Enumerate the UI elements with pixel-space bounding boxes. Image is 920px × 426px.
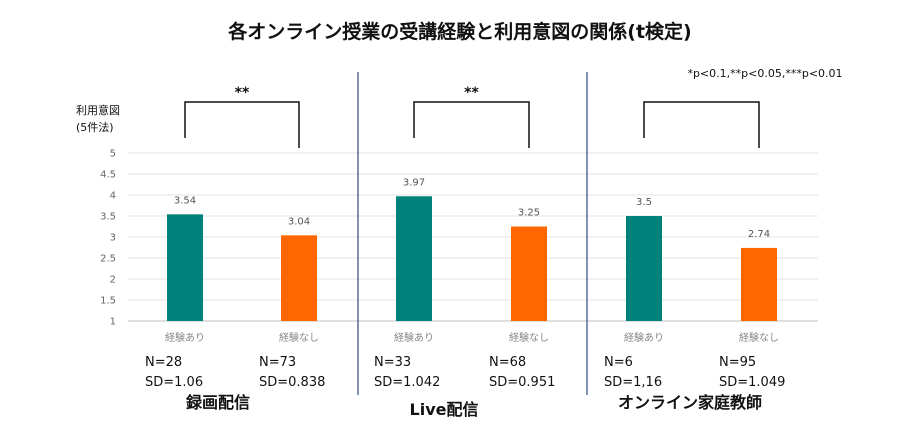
significance-marker: ** <box>464 85 479 101</box>
y-tick-label: 3 <box>110 233 116 244</box>
y-tick-label: 4.5 <box>100 170 116 181</box>
standard-deviation: SD=1.06 <box>145 375 203 390</box>
chart-title: 各オンライン授業の受講経験と利用意図の関係(t検定) <box>227 20 691 43</box>
category-label: 経験なし <box>509 331 549 344</box>
group-dividers <box>357 72 588 395</box>
significance-bracket <box>643 101 760 148</box>
group-label: オンライン家庭教師 <box>618 393 762 412</box>
data-label: 3.25 <box>518 208 540 219</box>
bar <box>626 216 662 321</box>
bar <box>741 247 777 321</box>
standard-deviation: SD=1.042 <box>374 375 440 390</box>
standard-deviation: SD=1,16 <box>604 375 662 390</box>
y-tick-label: 2.5 <box>100 254 116 265</box>
standard-deviation: SD=0.951 <box>489 375 555 390</box>
group-label: 録画配信 <box>186 393 250 412</box>
data-label: 3.97 <box>403 177 425 188</box>
significance-note: *p<0.1,**p<0.05,***p<0.01 <box>687 67 842 80</box>
bar <box>511 226 547 321</box>
y-tick-label: 3.5 <box>100 212 116 223</box>
group-label: Live配信 <box>410 400 479 419</box>
bar <box>167 214 203 321</box>
category-label: 経験あり <box>165 331 205 344</box>
category-label: 経験なし <box>279 331 319 344</box>
y-tick-label: 5 <box>110 149 116 160</box>
data-label: 2.74 <box>748 229 770 240</box>
y-tick-label: 1.5 <box>100 296 116 307</box>
y-axis-label-line-1: 利用意図 <box>76 103 120 117</box>
sample-size: N=28 <box>145 355 182 370</box>
category-label: 経験あり <box>394 331 434 344</box>
standard-deviation: SD=0.838 <box>259 375 325 390</box>
labels: 3.54 経験あり N=28 SD=1.06 3.04 経験なし N=73 SD=0.838 *… <box>145 85 785 419</box>
grid: 11.522.533.544.55 <box>100 149 818 328</box>
sample-size: N=73 <box>259 355 296 370</box>
bars <box>167 196 777 321</box>
data-label: 3.04 <box>288 216 310 227</box>
y-axis-label-line-2: (5件法) <box>76 120 114 134</box>
sample-size: N=33 <box>374 355 411 370</box>
y-tick-label: 2 <box>110 275 116 286</box>
standard-deviation: SD=1.049 <box>719 375 785 390</box>
significance-bracket <box>413 101 530 148</box>
sample-size: N=6 <box>604 355 633 370</box>
significance-bracket <box>184 101 300 148</box>
category-label: 経験なし <box>739 331 779 344</box>
sample-size: N=95 <box>719 355 756 370</box>
bar <box>281 235 317 321</box>
y-tick-label: 4 <box>110 191 116 202</box>
significance-marker: ** <box>235 85 250 101</box>
bar <box>396 196 432 321</box>
category-label: 経験あり <box>624 331 664 344</box>
data-label: 3.5 <box>636 197 652 208</box>
data-label: 3.54 <box>174 195 196 206</box>
y-tick-label: 1 <box>110 317 116 328</box>
sample-size: N=68 <box>489 355 526 370</box>
